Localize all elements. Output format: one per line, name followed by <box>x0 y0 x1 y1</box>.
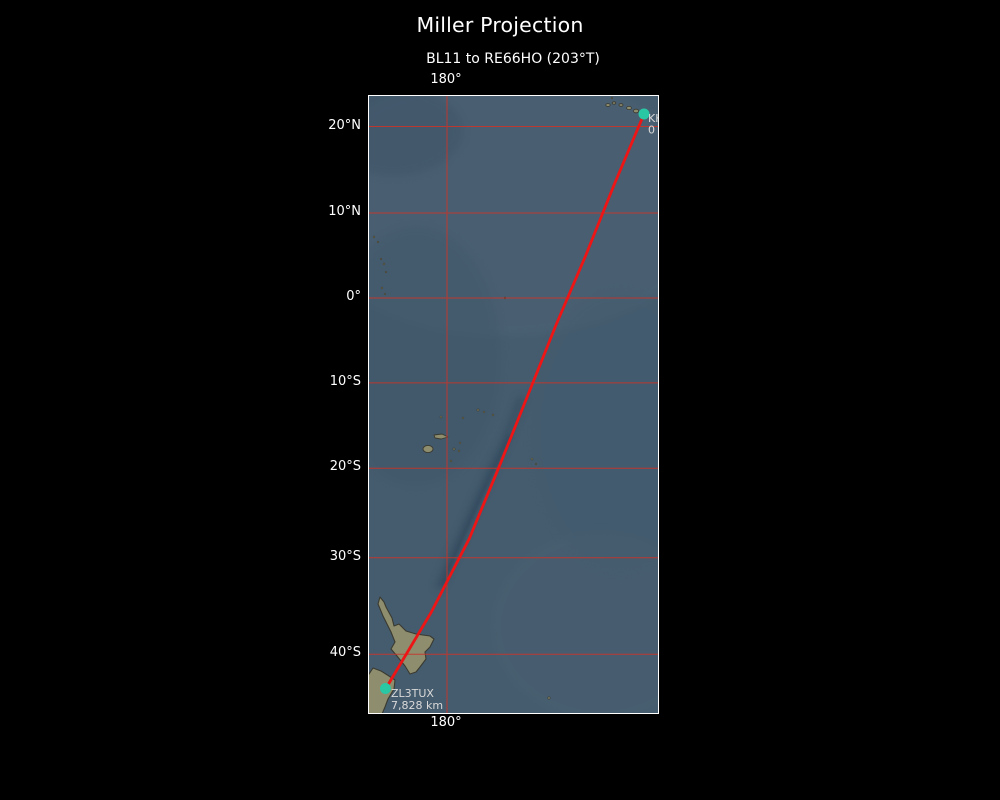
relief-shading <box>369 96 658 713</box>
latitude-label-10s: 10°S <box>329 374 361 389</box>
meridian-label-top: 180° <box>430 72 462 87</box>
marker-zl3tux-callsign: ZL3TUX <box>391 687 434 700</box>
page-title: Miller Projection <box>416 13 584 37</box>
marker-kh6dc-distance: 0 km <box>648 124 658 137</box>
land-group <box>369 96 647 713</box>
land-fiji <box>422 444 434 454</box>
marker-zl3tux <box>380 683 391 694</box>
map-subtitle: BL11 to RE66HO (203°T) <box>426 51 600 67</box>
map-canvas: KH6DC 0 km ZL3TUX 7,828 km <box>369 96 658 713</box>
graticule <box>369 96 658 713</box>
latitude-label-10n: 10°N <box>328 204 361 219</box>
latitude-label-0: 0° <box>346 289 361 304</box>
marker-kh6dc <box>638 108 650 120</box>
great-circle-route <box>384 112 646 691</box>
land-hawaii <box>605 103 611 107</box>
map-plot-area: KH6DC 0 km ZL3TUX 7,828 km <box>368 95 659 714</box>
marker-kh6dc-callsign: KH6DC <box>648 112 658 125</box>
latitude-label-30s: 30°S <box>329 549 361 564</box>
land-nz-north-island <box>377 596 435 675</box>
latitude-label-20s: 20°S <box>329 459 361 474</box>
latitude-label-20n: 20°N <box>328 118 361 133</box>
marker-zl3tux-distance: 7,828 km <box>391 699 443 712</box>
latitude-label-40s: 40°S <box>329 645 361 660</box>
meridian-label-bottom: 180° <box>430 715 462 730</box>
